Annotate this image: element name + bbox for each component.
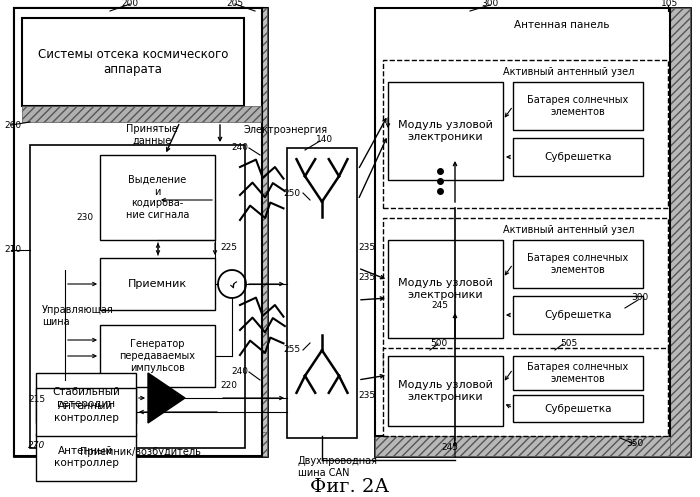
Text: Субрешетка: Субрешетка xyxy=(545,152,612,162)
Text: 240: 240 xyxy=(231,367,248,377)
Text: 300: 300 xyxy=(482,0,498,7)
Text: 200: 200 xyxy=(121,0,139,7)
Text: 245: 245 xyxy=(431,301,448,310)
Bar xyxy=(513,395,643,422)
Bar xyxy=(36,373,136,423)
Text: Приемник: Приемник xyxy=(128,279,187,289)
Text: 105: 105 xyxy=(662,0,678,7)
Bar xyxy=(14,432,267,456)
Bar xyxy=(513,138,643,176)
Text: Антенный
контроллер: Антенный контроллер xyxy=(54,401,118,423)
Bar xyxy=(14,8,267,456)
Text: Генератор
передаваемых
импульсов: Генератор передаваемых импульсов xyxy=(120,339,195,373)
Text: Системы отсека космического
аппарата: Системы отсека космического аппарата xyxy=(38,48,228,76)
Bar xyxy=(248,8,267,456)
Bar xyxy=(670,8,690,456)
Text: Фиг. 2А: Фиг. 2А xyxy=(310,478,390,496)
Text: 235: 235 xyxy=(358,391,375,400)
Text: 210: 210 xyxy=(4,246,21,254)
Text: 500: 500 xyxy=(430,338,447,347)
Text: 235: 235 xyxy=(358,244,375,252)
Text: 240: 240 xyxy=(231,144,248,153)
Text: 235: 235 xyxy=(358,273,375,282)
Text: Модуль узловой
электроники: Модуль узловой электроники xyxy=(398,278,493,300)
Text: 350: 350 xyxy=(626,438,643,447)
Text: Батарея солнечных
элементов: Батарея солнечных элементов xyxy=(527,362,629,384)
Text: 205: 205 xyxy=(226,0,244,7)
Text: 250: 250 xyxy=(283,188,300,197)
Bar xyxy=(383,348,668,436)
Bar xyxy=(100,325,215,387)
Text: Принятые
данные: Принятые данные xyxy=(126,124,178,146)
Bar xyxy=(388,82,503,180)
Bar xyxy=(375,8,670,436)
Bar xyxy=(513,296,643,334)
Text: Субрешетка: Субрешетка xyxy=(545,404,612,414)
Bar xyxy=(22,18,244,106)
Text: 300: 300 xyxy=(631,294,649,303)
Bar xyxy=(36,433,136,481)
Text: Субрешетка: Субрешетка xyxy=(545,310,612,320)
Text: Приемник/возбудитель: Приемник/возбудитель xyxy=(80,447,201,457)
Text: 220: 220 xyxy=(220,381,237,390)
Bar xyxy=(375,436,670,456)
Polygon shape xyxy=(148,373,185,423)
Bar xyxy=(513,356,643,390)
Bar xyxy=(388,356,503,426)
Bar xyxy=(14,8,267,456)
Text: 505: 505 xyxy=(560,338,577,347)
Text: Активный антенный узел: Активный антенный узел xyxy=(503,67,634,77)
Text: 255: 255 xyxy=(283,345,300,354)
Bar xyxy=(287,148,357,438)
Text: Антенная панель: Антенная панель xyxy=(514,20,610,30)
Bar xyxy=(383,60,668,208)
Bar xyxy=(513,240,643,288)
Bar xyxy=(100,155,215,240)
Text: 270: 270 xyxy=(28,440,46,449)
Bar xyxy=(375,8,690,456)
Text: Стабильный
гетеродин: Стабильный гетеродин xyxy=(52,387,120,409)
Text: Активный антенный узел: Активный антенный узел xyxy=(503,225,634,235)
Text: Модуль узловой
электроники: Модуль узловой электроники xyxy=(398,380,493,402)
Text: Антенный
контроллер: Антенный контроллер xyxy=(54,446,118,468)
Bar xyxy=(36,388,136,436)
Bar xyxy=(100,258,215,310)
Text: 245: 245 xyxy=(442,442,458,451)
Text: Батарея солнечных
элементов: Батарея солнечных элементов xyxy=(527,253,629,275)
Bar xyxy=(14,8,262,456)
Text: Батарея солнечных
элементов: Батарея солнечных элементов xyxy=(527,95,629,117)
Text: Электроэнергия: Электроэнергия xyxy=(243,125,327,135)
Bar xyxy=(383,218,668,366)
Text: Управляющая
шина: Управляющая шина xyxy=(42,305,113,327)
Bar xyxy=(388,240,503,338)
Text: Двухпроводная
шина CAN: Двухпроводная шина CAN xyxy=(298,456,378,478)
Text: 225: 225 xyxy=(220,244,237,252)
Text: Выделение
и
кодирова-
ние сигнала: Выделение и кодирова- ние сигнала xyxy=(126,175,189,220)
Bar xyxy=(30,145,245,448)
Text: 260: 260 xyxy=(4,120,21,130)
Text: 215: 215 xyxy=(28,396,45,405)
Text: 140: 140 xyxy=(316,136,334,145)
Text: 230: 230 xyxy=(76,214,93,223)
Bar xyxy=(513,82,643,130)
Bar xyxy=(22,106,261,122)
Text: Модуль узловой
электроники: Модуль узловой электроники xyxy=(398,120,493,142)
